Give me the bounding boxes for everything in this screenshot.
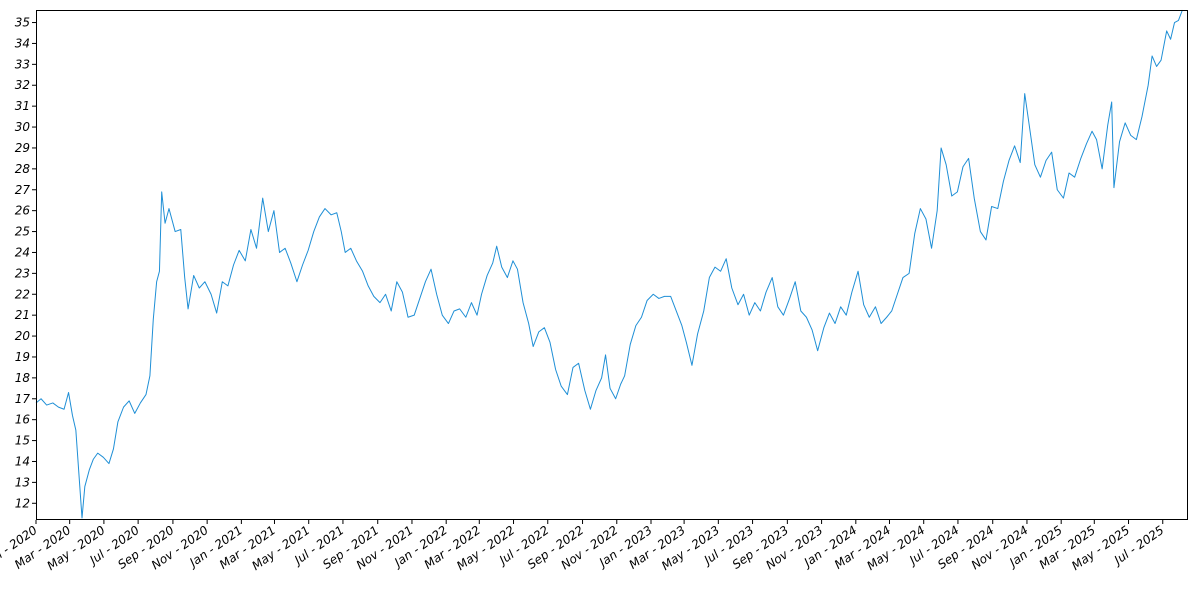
- y-tick-label: 15: [15, 434, 30, 448]
- y-tick-label: 22: [15, 287, 30, 301]
- y-tick-label: 12: [15, 496, 30, 510]
- y-tick-label: 21: [15, 308, 30, 322]
- y-tick-label: 20: [15, 329, 31, 343]
- y-tick-label: 17: [15, 392, 31, 406]
- y-tick-label: 23: [15, 266, 30, 280]
- y-tick-label: 25: [15, 225, 30, 239]
- y-tick-label: 26: [15, 204, 31, 218]
- y-tick-label: 29: [15, 141, 30, 155]
- y-tick-label: 24: [15, 245, 30, 259]
- y-tick-label: 16: [15, 413, 31, 427]
- y-axis: 12 13 14 15 16 17 18 19 20 21 22 23 24 25 26 27 28 29 30 31…: [15, 16, 36, 510]
- y-tick-label: 34: [15, 36, 30, 50]
- y-tick-label: 35: [15, 16, 30, 30]
- y-tick-label: 32: [15, 78, 30, 92]
- y-tick-label: 27: [15, 183, 31, 197]
- y-tick-label: 31: [15, 99, 30, 113]
- y-tick-label: 33: [15, 57, 30, 71]
- y-tick-label: 19: [15, 350, 30, 364]
- y-tick-label: 18: [15, 371, 31, 385]
- y-tick-label: 13: [15, 475, 30, 489]
- y-tick-label: 28: [15, 162, 31, 176]
- plot-frame: [36, 10, 1188, 520]
- series-line: [35, 9, 1183, 519]
- y-tick-label: 14: [15, 454, 30, 468]
- y-tick-label: 30: [15, 120, 31, 134]
